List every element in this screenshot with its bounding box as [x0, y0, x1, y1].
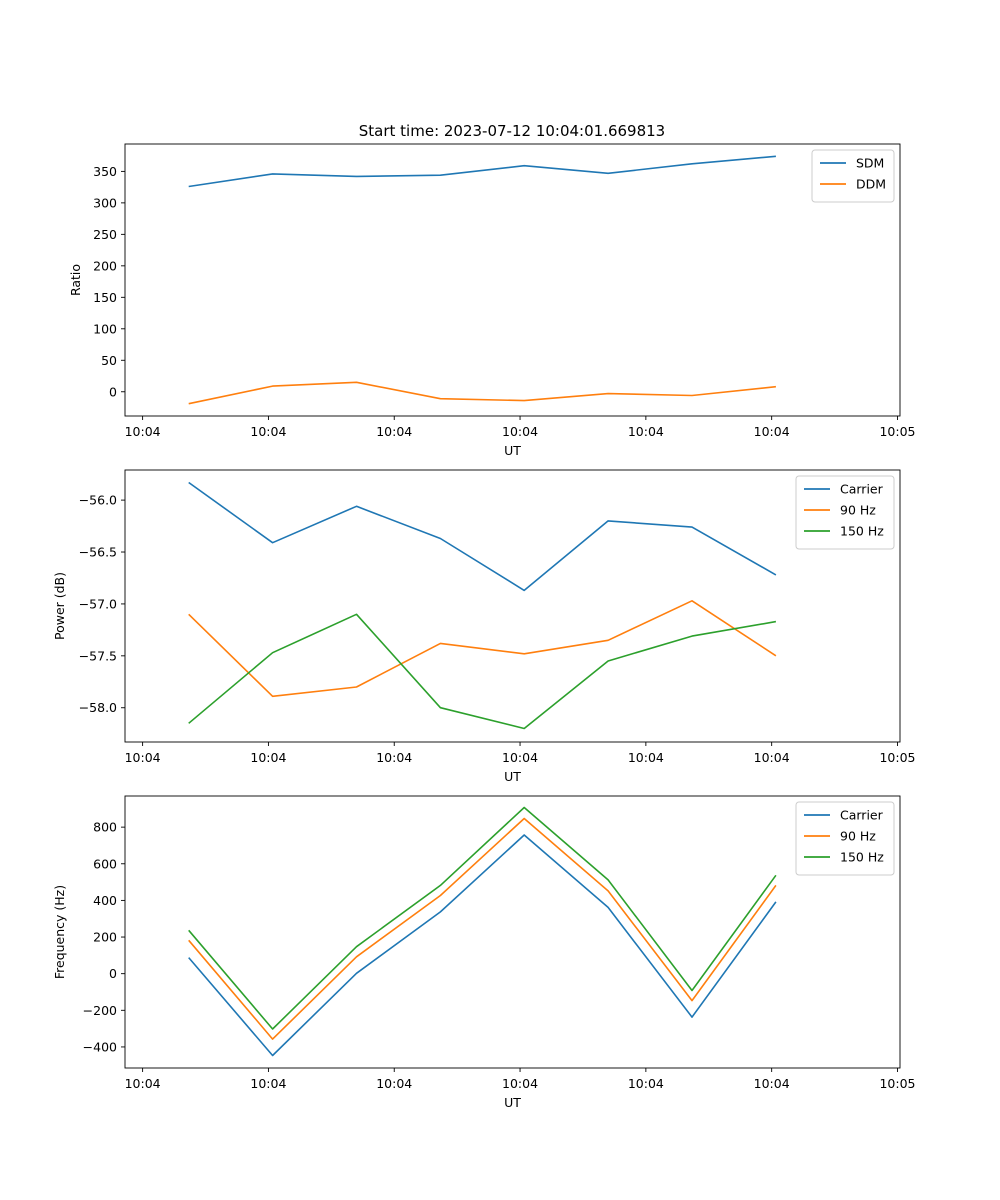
x-tick-label-2-2: 10:04: [250, 750, 286, 765]
x-tick-label-3-1: 10:04: [125, 1076, 161, 1091]
x-tick-label-2-7: 10:05: [879, 750, 915, 765]
plot-frame-2: [124, 469, 901, 743]
y-axis-label-3: Frequency (Hz): [52, 885, 67, 979]
x-tick-label-1-7: 10:05: [879, 424, 915, 439]
y-axis-label-1: Ratio: [68, 264, 83, 296]
legend-label-2-2: 90 Hz: [840, 503, 876, 518]
y-tick-label-1-6: 250: [93, 227, 117, 242]
y-tick-label-3-6: 600: [93, 856, 117, 871]
legend-label-3-1: Carrier: [840, 808, 884, 823]
y-tick-label-1-7: 300: [93, 195, 117, 210]
y-tick-label-3-3: 0: [109, 966, 117, 981]
legend-label-3-3: 150 Hz: [840, 850, 884, 865]
legend-label-1-2: DDM: [856, 177, 886, 192]
y-tick-label-3-4: 200: [93, 930, 117, 945]
y-tick-label-3-1: −400: [83, 1039, 117, 1054]
x-tick-label-1-5: 10:04: [628, 424, 664, 439]
subplot-3: 10:04 10:04 10:04 10:04 10:04 10:04 10:05 −400 −…: [52, 795, 915, 1110]
y-tick-label-1-4: 150: [93, 290, 117, 305]
y-tick-label-2-3: −57.0: [79, 596, 117, 611]
series-line-3-2: [188, 817, 777, 1040]
x-tick-label-2-5: 10:04: [628, 750, 664, 765]
legend-3: Carrier 90 Hz 150 Hz: [795, 801, 895, 876]
x-tick-label-3-4: 10:04: [502, 1076, 538, 1091]
x-tick-label-2-3: 10:04: [376, 750, 412, 765]
x-tick-label-1-4: 10:04: [502, 424, 538, 439]
x-tick-label-1-2: 10:04: [250, 424, 286, 439]
legend-label-2-1: Carrier: [840, 482, 884, 497]
plots-container: 10:04 10:04 10:04 10:04 10:04 10:04 10:05 0 50 10…: [52, 143, 915, 1110]
legend-label-2-3: 150 Hz: [840, 524, 884, 539]
x-axis-label-1: UT: [504, 443, 521, 458]
x-tick-label-3-6: 10:04: [754, 1076, 790, 1091]
series-line-2-3: [188, 613, 777, 730]
x-tick-label-2-6: 10:04: [754, 750, 790, 765]
y-tick-label-2-4: −56.5: [79, 545, 117, 560]
y-tick-label-1-1: 0: [109, 384, 117, 399]
series-line-1-2: [188, 381, 776, 405]
x-tick-label-3-5: 10:04: [628, 1076, 664, 1091]
x-tick-label-2-4: 10:04: [502, 750, 538, 765]
legend-2: Carrier 90 Hz 150 Hz: [795, 475, 895, 550]
series-line-2-2: [188, 599, 777, 698]
x-axis-label-2: UT: [504, 769, 521, 784]
x-tick-label-1-6: 10:04: [754, 424, 790, 439]
series-line-1-1: [188, 155, 776, 188]
series-line-3-3: [188, 806, 777, 1030]
plot-frame-1: [124, 143, 901, 417]
y-tick-label-1-5: 200: [93, 258, 117, 273]
x-tick-label-3-3: 10:04: [376, 1076, 412, 1091]
y-tick-label-2-5: −56.0: [79, 493, 117, 508]
y-tick-label-2-2: −57.5: [79, 648, 117, 663]
x-tick-label-3-7: 10:05: [879, 1076, 915, 1091]
y-tick-label-1-8: 350: [93, 164, 117, 179]
y-tick-label-3-5: 400: [93, 893, 117, 908]
legend-1: SDM DDM: [811, 149, 895, 203]
x-axis-label-3: UT: [504, 1095, 521, 1110]
plot-frame-3: [124, 795, 901, 1069]
subplot-2: 10:04 10:04 10:04 10:04 10:04 10:04 10:05 −58.0…: [52, 469, 915, 784]
y-tick-label-3-7: 800: [93, 820, 117, 835]
y-tick-label-1-2: 50: [101, 353, 117, 368]
legend-label-3-2: 90 Hz: [840, 829, 876, 844]
figure-title: Start time: 2023-07-12 10:04:01.669813: [359, 122, 665, 140]
y-tick-label-2-1: −58.0: [79, 700, 117, 715]
x-tick-label-1-1: 10:04: [125, 424, 161, 439]
y-tick-label-3-2: −200: [83, 1003, 117, 1018]
y-tick-label-1-3: 100: [93, 321, 117, 336]
x-tick-label-3-2: 10:04: [250, 1076, 286, 1091]
series-line-2-1: [188, 481, 777, 592]
legend-label-1-1: SDM: [856, 156, 884, 171]
x-tick-label-1-3: 10:04: [376, 424, 412, 439]
x-tick-label-2-1: 10:04: [125, 750, 161, 765]
y-axis-label-2: Power (dB): [52, 572, 67, 640]
subplot-1: 10:04 10:04 10:04 10:04 10:04 10:04 10:05 0 50 10…: [68, 143, 915, 458]
series-line-3-1: [188, 834, 777, 1057]
